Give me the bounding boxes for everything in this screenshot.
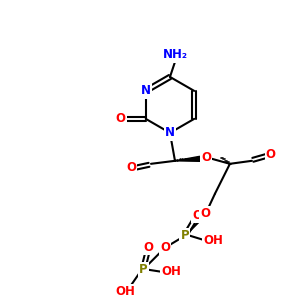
Text: O: O bbox=[126, 161, 136, 174]
Text: O: O bbox=[160, 241, 170, 254]
Text: O: O bbox=[160, 241, 170, 254]
Text: N: N bbox=[165, 126, 175, 139]
Text: O: O bbox=[201, 151, 211, 164]
Text: P: P bbox=[139, 263, 147, 276]
Text: OH: OH bbox=[161, 265, 181, 278]
Text: O: O bbox=[200, 207, 210, 220]
Text: OH: OH bbox=[115, 285, 135, 298]
Text: OH: OH bbox=[203, 234, 223, 247]
Text: O: O bbox=[116, 112, 126, 125]
Text: O: O bbox=[200, 207, 210, 220]
Text: O: O bbox=[192, 209, 202, 222]
Text: O: O bbox=[143, 241, 153, 254]
Text: N: N bbox=[165, 126, 175, 139]
Text: P: P bbox=[181, 229, 189, 242]
Text: P: P bbox=[181, 229, 189, 242]
Text: O: O bbox=[266, 148, 276, 161]
Text: P: P bbox=[139, 263, 147, 276]
Text: NH₂: NH₂ bbox=[163, 48, 188, 62]
Text: O: O bbox=[201, 151, 211, 164]
Text: N: N bbox=[141, 84, 151, 98]
Polygon shape bbox=[175, 156, 200, 161]
Text: N: N bbox=[141, 84, 151, 98]
